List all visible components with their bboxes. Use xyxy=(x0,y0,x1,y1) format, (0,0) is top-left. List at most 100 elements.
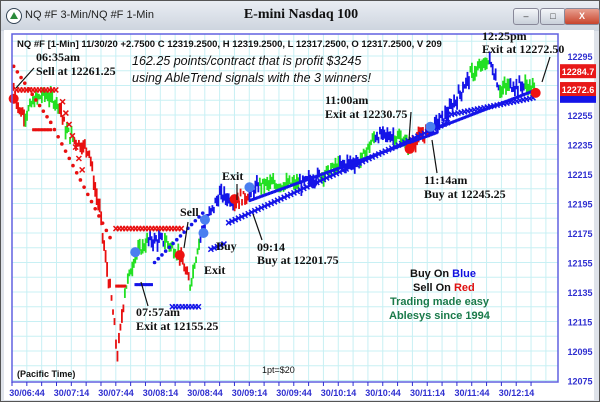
stop-dash xyxy=(362,157,366,161)
stop-dash xyxy=(331,168,334,172)
stop-x xyxy=(290,189,297,196)
stop-dot xyxy=(60,142,64,146)
annotation-arrow xyxy=(431,139,438,174)
stop-dash xyxy=(312,175,315,179)
stop-dash xyxy=(355,160,358,164)
stop-dash xyxy=(382,150,385,154)
stop-dash xyxy=(511,97,514,101)
sell-signal-dot xyxy=(530,87,541,98)
stop-dash xyxy=(144,283,148,287)
price-bars xyxy=(12,51,536,362)
x-tick-label: 30/11:14 xyxy=(410,388,445,398)
stop-dash xyxy=(425,134,428,138)
stop-dash xyxy=(482,108,486,112)
stop-dash xyxy=(459,117,462,121)
stop-dash xyxy=(122,284,125,288)
stop-dash xyxy=(345,164,348,168)
stop-dash xyxy=(379,151,382,155)
stop-dash xyxy=(342,165,345,169)
stop-dash xyxy=(490,105,493,109)
stop-dash xyxy=(445,122,449,126)
y-tick-label: 12295 xyxy=(567,52,592,62)
stop-dash xyxy=(499,102,502,106)
stop-dash xyxy=(479,109,483,113)
stop-dash xyxy=(318,173,321,177)
stop-dash xyxy=(391,147,394,151)
stop-dash xyxy=(395,145,398,149)
stop-dot xyxy=(89,199,94,204)
stop-x xyxy=(62,110,69,117)
stop-dash xyxy=(386,148,389,152)
stop-dash xyxy=(324,171,327,175)
stop-dash xyxy=(484,107,487,111)
stop-x xyxy=(217,242,224,249)
stop-dash xyxy=(407,141,410,145)
stop-dash xyxy=(502,101,505,105)
signal-markers xyxy=(8,87,541,261)
stop-dash xyxy=(419,137,422,141)
stop-dash xyxy=(266,192,269,196)
stop-dash xyxy=(410,140,413,144)
price-tags: 12284.7 12272.6 xyxy=(560,64,596,103)
stop-dot xyxy=(37,103,42,108)
stop-x xyxy=(255,206,262,213)
stop-dash xyxy=(434,131,437,135)
stop-dash xyxy=(316,174,320,178)
stop-dash xyxy=(36,128,39,132)
annotation-buy4-time: 11:14am xyxy=(424,173,467,187)
stop-dash xyxy=(260,194,263,198)
stop-dash xyxy=(365,156,369,160)
stop-dot xyxy=(197,215,201,219)
stop-dash xyxy=(278,188,281,192)
stop-dash xyxy=(453,119,456,123)
stop-x xyxy=(232,216,239,223)
stop-dash xyxy=(267,192,271,196)
stop-dash xyxy=(147,283,151,287)
trailing-stops xyxy=(11,64,538,310)
x-tick-label: 30/12:14 xyxy=(499,388,535,398)
stop-dash xyxy=(420,136,423,140)
buy-signal-dot xyxy=(198,228,209,238)
annotation-exit5-time: 12:25pm xyxy=(482,29,527,43)
stop-dash xyxy=(436,126,440,130)
stop-dash xyxy=(370,154,373,158)
stop-x xyxy=(195,303,202,310)
stop-dash xyxy=(414,138,417,142)
stop-dash xyxy=(285,185,288,189)
stop-dash xyxy=(411,139,414,143)
stop-dash xyxy=(35,128,38,132)
stop-x xyxy=(207,246,214,253)
stop-dash xyxy=(368,155,371,159)
x-tick-label: 30/09:14 xyxy=(232,388,268,398)
stop-dash xyxy=(383,150,386,154)
annotation-sell-price: Sell at 12261.25 xyxy=(36,64,116,78)
y-tick-label: 12155 xyxy=(567,259,592,269)
stop-dash xyxy=(448,121,452,125)
stop-dot xyxy=(200,211,205,215)
stop-dot xyxy=(171,241,175,246)
stop-dash xyxy=(259,195,262,199)
minimize-button[interactable]: – xyxy=(513,8,539,25)
chart-background xyxy=(4,30,594,400)
stop-dash xyxy=(273,189,277,193)
stop-dot xyxy=(160,253,164,257)
stop-dash xyxy=(475,111,478,115)
stop-dash xyxy=(42,128,45,132)
annotation-exit1-price: Exit at 12155.25 xyxy=(136,319,218,333)
x-tick-label: 30/08:44 xyxy=(187,388,223,398)
legend-sell: Sell On Red xyxy=(413,282,475,294)
stop-dash xyxy=(488,106,492,110)
y-tick-label: 12215 xyxy=(567,170,592,180)
annotation-exit3: Exit xyxy=(222,169,243,183)
stop-dash xyxy=(496,103,499,107)
stop-dash xyxy=(471,113,474,117)
sell-signal-dot xyxy=(8,93,19,104)
price-tag xyxy=(560,82,596,97)
stop-dash xyxy=(293,182,296,186)
stop-dash xyxy=(356,159,360,163)
x-tick-label: 30/09:44 xyxy=(276,388,312,398)
stop-dot xyxy=(189,222,194,227)
stop-dash xyxy=(328,169,331,173)
stop-dash xyxy=(447,122,450,126)
